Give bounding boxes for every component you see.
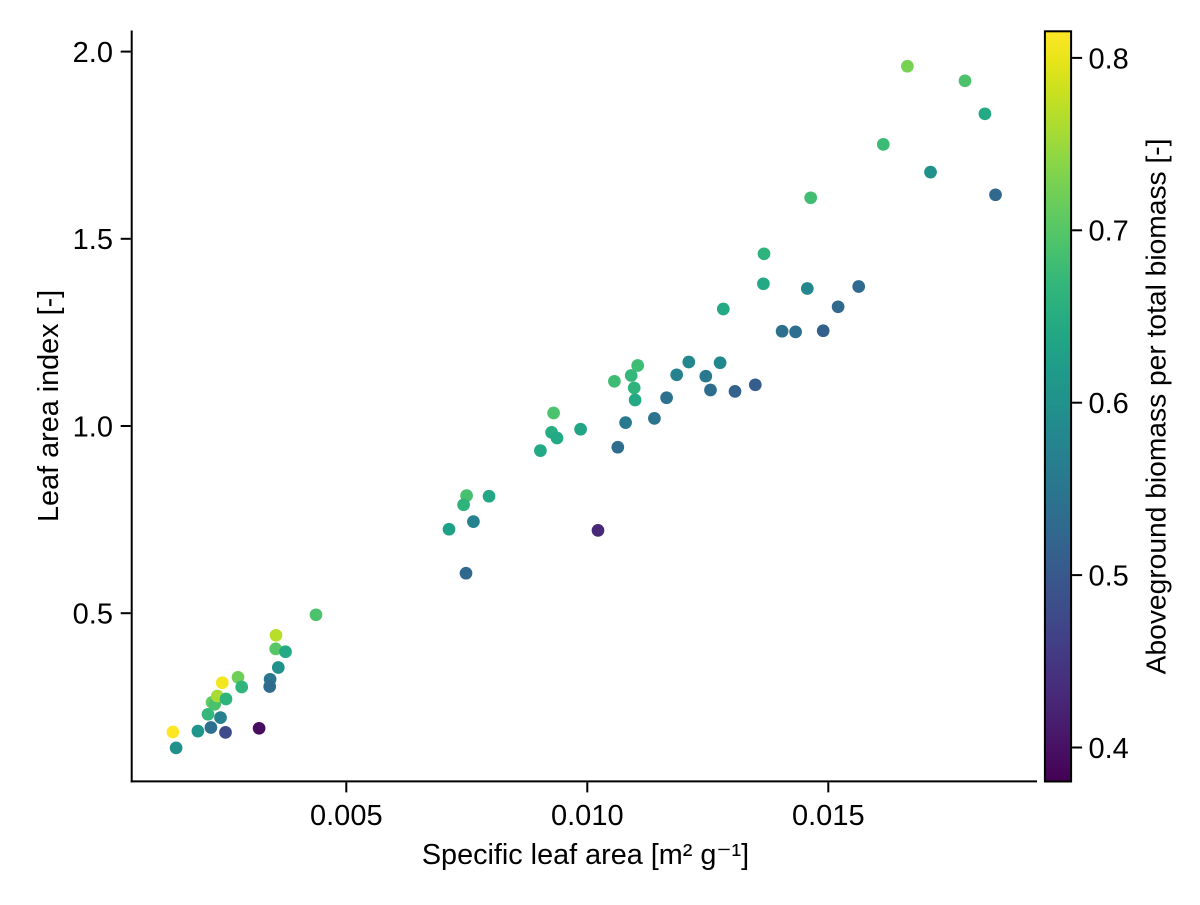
svg-text:1.5: 1.5 [73, 224, 113, 256]
svg-text:Aboveground biomass per total: Aboveground biomass per total biomass [-… [1140, 138, 1172, 674]
svg-text:0.005: 0.005 [310, 800, 383, 832]
svg-text:0.8: 0.8 [1089, 43, 1129, 75]
svg-text:0.6: 0.6 [1089, 388, 1129, 420]
svg-text:0.4: 0.4 [1089, 733, 1129, 765]
svg-text:2.0: 2.0 [73, 37, 113, 69]
svg-text:0.7: 0.7 [1089, 216, 1129, 248]
svg-text:1.0: 1.0 [73, 411, 113, 443]
svg-text:Leaf area index [-]: Leaf area index [-] [33, 290, 65, 522]
svg-text:0.5: 0.5 [1089, 561, 1129, 593]
svg-text:0.015: 0.015 [792, 800, 865, 832]
svg-text:0.5: 0.5 [73, 599, 113, 631]
svg-text:Specific leaf area [m² g⁻¹]: Specific leaf area [m² g⁻¹] [422, 839, 749, 871]
svg-text:0.010: 0.010 [551, 800, 624, 832]
